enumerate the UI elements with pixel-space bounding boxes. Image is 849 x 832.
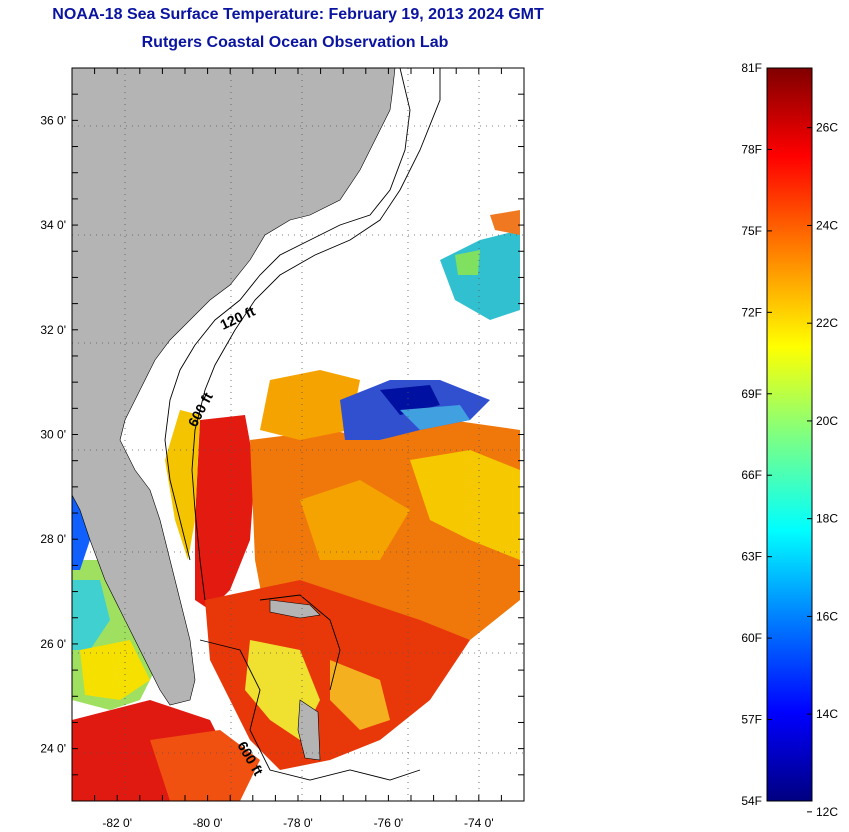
colorbar-f-label: 54F bbox=[741, 794, 762, 808]
colorbar-f-label: 72F bbox=[741, 305, 762, 319]
lat-tick-label: 36 0' bbox=[40, 113, 66, 127]
map-title: NOAA-18 Sea Surface Temperature: Februar… bbox=[52, 6, 544, 23]
lon-tick-label: -80 0' bbox=[193, 816, 223, 830]
map-subtitle: Rutgers Coastal Ocean Observation Lab bbox=[141, 34, 449, 51]
map-axes: -82 0' -80 0' -78 0' -76 0' -74 0' 36 0' 34 0'… bbox=[40, 67, 525, 830]
colorbar-f-label: 66F bbox=[741, 468, 762, 482]
colorbar-c-label: 12C bbox=[816, 805, 838, 819]
lat-tick-label: 30 0' bbox=[40, 428, 66, 442]
island-grand-bahama bbox=[269, 599, 321, 619]
lat-tick-label: 32 0' bbox=[40, 323, 66, 337]
island-andros bbox=[297, 699, 321, 761]
colorbar bbox=[766, 67, 813, 802]
lon-tick-label: -76 0' bbox=[374, 816, 404, 830]
colorbar-f-label: 63F bbox=[741, 550, 762, 564]
lat-tick-label: 26 0' bbox=[40, 637, 66, 651]
colorbar-f-label: 75F bbox=[741, 224, 762, 238]
colorbar-f-label: 81F bbox=[741, 61, 762, 75]
lat-tick-label: 34 0' bbox=[40, 218, 66, 232]
colorbar-f-label: 78F bbox=[741, 142, 762, 156]
colorbar-c-label: 26C bbox=[816, 121, 838, 135]
bathymetry-contours bbox=[164, 68, 441, 781]
colorbar-c-label: 14C bbox=[816, 707, 838, 721]
colorbar-labels: 81F 78F 75F 72F 69F 66F 63F 60F 57F 54F 26C 24C 22C 2… bbox=[741, 61, 838, 819]
colorbar-c-label: 22C bbox=[816, 316, 838, 330]
lon-tick-label: -74 0' bbox=[464, 816, 494, 830]
lon-tick-label: -82 0' bbox=[102, 816, 132, 830]
colorbar-c-label: 16C bbox=[816, 609, 838, 623]
lat-tick-label: 28 0' bbox=[40, 532, 66, 546]
land-mass bbox=[72, 68, 396, 706]
colorbar-c-label: 24C bbox=[816, 218, 838, 232]
colorbar-f-label: 69F bbox=[741, 387, 762, 401]
colorbar-f-label: 57F bbox=[741, 713, 762, 727]
colorbar-c-label: 20C bbox=[816, 414, 838, 428]
graticule bbox=[72, 68, 524, 801]
colorbar-f-label: 60F bbox=[741, 631, 762, 645]
colorbar-c-label: 18C bbox=[816, 512, 838, 526]
lon-tick-label: -78 0' bbox=[283, 816, 313, 830]
map-plot-area bbox=[72, 68, 524, 801]
lat-tick-label: 24 0' bbox=[40, 742, 66, 756]
